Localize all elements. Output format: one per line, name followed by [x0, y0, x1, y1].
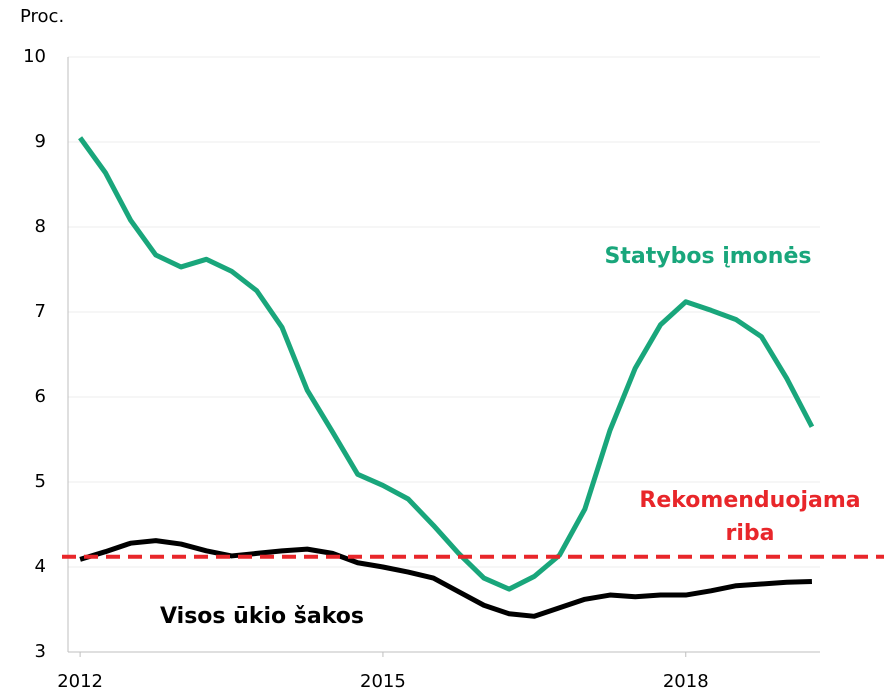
y-tick-label: 5 — [35, 471, 46, 492]
x-tick-label: 2012 — [57, 671, 103, 692]
series-line — [79, 538, 813, 619]
series-annotation: Statybos įmonės — [605, 244, 812, 269]
reference-label: riba — [726, 521, 775, 546]
x-tick-label: 2018 — [663, 671, 709, 692]
y-tick-label: 9 — [35, 131, 46, 152]
y-unit-label: Proc. — [20, 6, 64, 27]
y-tick-label: 4 — [35, 556, 46, 577]
y-tick-label: 10 — [23, 46, 46, 67]
y-tick-label: 8 — [35, 216, 46, 237]
series-annotation: Visos ūkio šakos — [160, 604, 364, 629]
y-tick-label: 6 — [35, 386, 46, 407]
series-line — [78, 136, 815, 592]
x-tick-label: 2015 — [360, 671, 406, 692]
reference-label: Rekomenduojama — [639, 488, 860, 513]
y-tick-label: 3 — [35, 641, 46, 662]
y-tick-label: 7 — [35, 301, 46, 322]
